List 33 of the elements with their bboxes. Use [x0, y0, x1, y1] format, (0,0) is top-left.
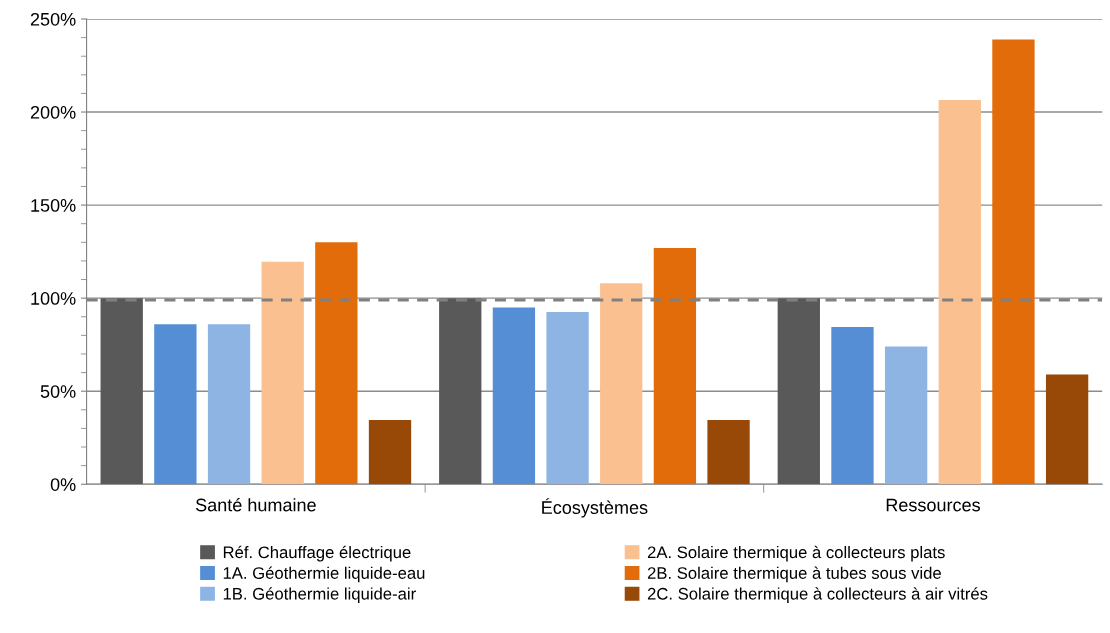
legend-label: 2C. Solaire thermique à collecteurs à air vitrés	[647, 587, 988, 603]
bar	[492, 307, 536, 485]
bar	[207, 324, 251, 485]
legend-label: 2B. Solaire thermique à tubes sous vide	[647, 566, 941, 583]
bar	[100, 298, 143, 485]
bar	[600, 283, 643, 485]
legend-label: 1A. Géothermie liquide-eau	[223, 566, 425, 583]
x-tick-label: Santé humaine	[195, 497, 316, 512]
bar	[707, 420, 750, 485]
x-tick-label: Ressources	[886, 498, 980, 512]
bar	[831, 326, 874, 485]
bar	[777, 298, 820, 485]
legend-label: 1B. Géothermie liquide-air	[223, 587, 416, 603]
y-tick-label: 250%	[30, 12, 76, 26]
bar	[368, 420, 412, 485]
bar	[1045, 374, 1089, 485]
bar	[884, 346, 928, 485]
legend-label: 2A. Solaire thermique à collecteurs plats	[647, 545, 945, 562]
bar	[261, 261, 304, 485]
legend-label: Réf. Chauffage électrique	[223, 545, 411, 562]
y-tick-label: 50%	[40, 385, 76, 398]
y-tick-label: 150%	[31, 199, 76, 212]
bar	[315, 242, 358, 485]
bar	[546, 312, 589, 485]
bar	[938, 99, 981, 485]
x-tick-label: Écosystèmes	[542, 498, 648, 518]
bar	[653, 247, 697, 485]
y-tick-label: 0%	[50, 478, 76, 491]
y-tick-label: 200%	[30, 105, 76, 119]
y-tick-label: 100%	[31, 292, 76, 305]
bar	[992, 39, 1035, 485]
bar	[439, 298, 482, 485]
bar	[154, 324, 197, 485]
